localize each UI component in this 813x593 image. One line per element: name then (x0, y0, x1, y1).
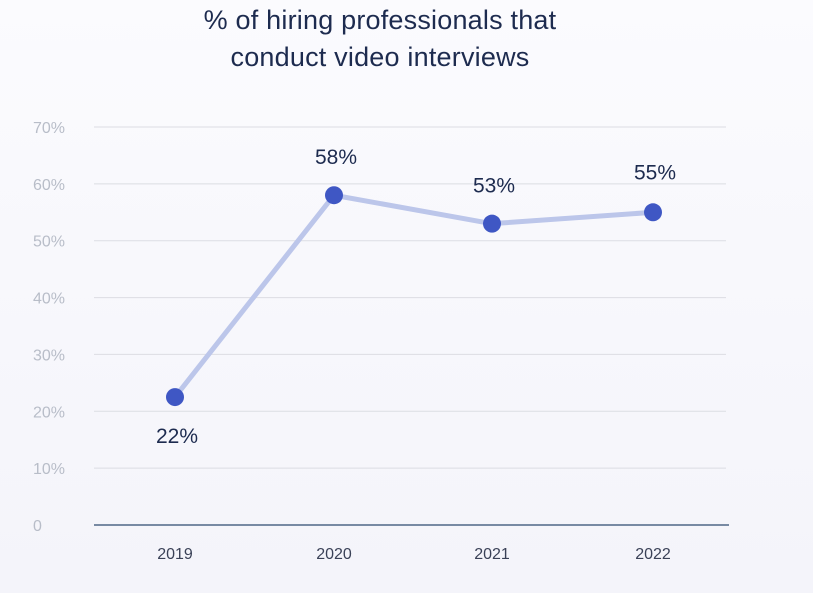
y-tick-label: 70% (33, 120, 65, 137)
y-tick-label: 0 (33, 518, 42, 535)
y-tick-label: 20% (33, 404, 65, 421)
data-point (166, 388, 184, 407)
data-label: 22% (156, 425, 198, 448)
data-label: 53% (473, 175, 515, 198)
chart-title-line-1: % of hiring professionals that (203, 5, 557, 35)
y-tick-label: 60% (33, 177, 65, 194)
data-labels: 22% 58% 53% 55% (156, 146, 676, 448)
data-points (166, 186, 662, 407)
x-axis-tick-labels: 2019 2020 2021 2022 (157, 546, 671, 563)
data-point (483, 214, 501, 233)
data-label: 55% (634, 161, 676, 184)
x-tick-label: 2019 (157, 546, 193, 563)
x-tick-label: 2021 (474, 546, 510, 563)
y-tick-label: 30% (33, 347, 65, 364)
chart-title-line-2: conduct video interviews (230, 42, 530, 72)
data-label: 58% (315, 146, 357, 169)
x-tick-label: 2020 (316, 546, 352, 563)
y-tick-label: 40% (33, 291, 65, 308)
chart-title: % of hiring professionals that conduct v… (0, 2, 760, 76)
data-point (644, 203, 662, 222)
data-point (325, 186, 343, 205)
y-tick-label: 50% (33, 234, 65, 251)
grid-lines (94, 126, 726, 469)
y-axis-tick-labels: 0 10% 20% 30% 40% 50% 60% 70% (33, 120, 65, 535)
y-tick-label: 10% (33, 461, 65, 478)
series-line (172, 192, 656, 400)
x-tick-label: 2022 (635, 546, 671, 563)
